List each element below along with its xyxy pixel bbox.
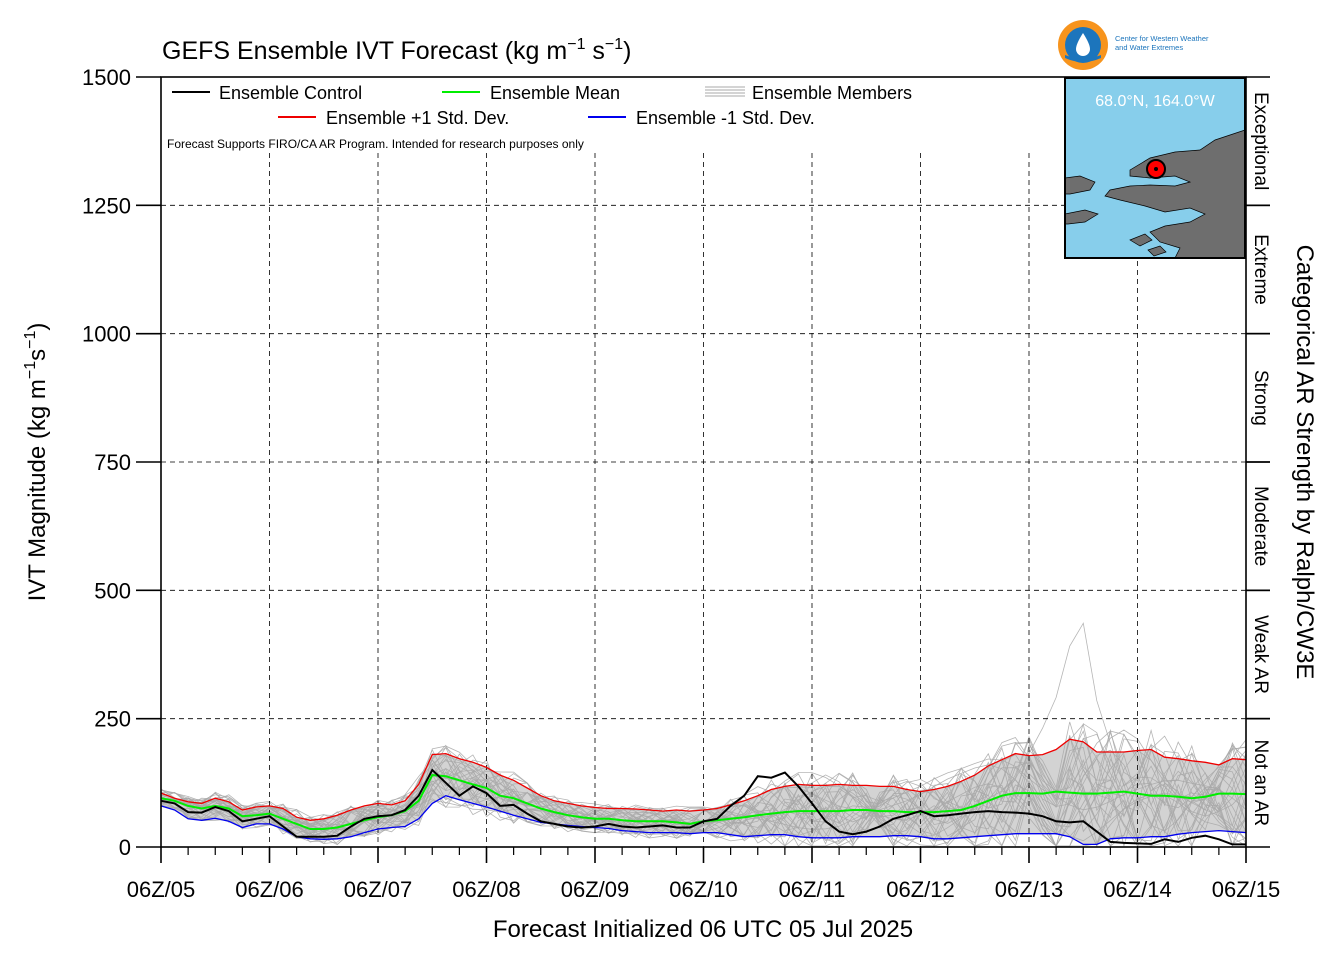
ensemble-member-line <box>160 754 1247 847</box>
chart-title: GEFS Ensemble IVT Forecast (kg m−1 s−1) <box>162 36 632 65</box>
std-dev-band <box>161 739 1246 845</box>
category-label: Exceptional <box>1250 92 1271 190</box>
ensemble-member-line <box>160 755 1247 848</box>
logo-drop-icon <box>1076 33 1090 56</box>
axis-ticks: 0 250 500 750 1000 1250 1500 06Z/05 06Z/06 06Z/07… <box>82 65 1280 902</box>
category-label: Moderate <box>1250 486 1271 566</box>
legend-members-swatch <box>705 86 745 97</box>
minus-std-line <box>160 794 1247 846</box>
cw3e-logo: Center for Western Weather and Water Ext… <box>1058 20 1209 70</box>
category-label: Weak AR <box>1250 615 1271 694</box>
x-tick-label: 06Z/07 <box>344 877 413 902</box>
x-tick-label: 06Z/12 <box>886 877 955 902</box>
legend-control-label: Ensemble Control <box>219 83 362 103</box>
map-land-islands <box>1129 233 1167 257</box>
x-tick-label: 06Z/05 <box>127 877 196 902</box>
legend: Ensemble Control Ensemble Mean Ensemble … <box>167 83 912 151</box>
map-land-alaska <box>1104 129 1246 259</box>
x-tick-label: 06Z/10 <box>669 877 738 902</box>
logo-wave-icon <box>1065 55 1101 62</box>
map-frame <box>1064 77 1246 259</box>
x-tick-label: 06Z/08 <box>452 877 521 902</box>
legend-minus-label: Ensemble -1 Std. Dev. <box>636 108 815 128</box>
std-dev-band-area <box>161 739 1246 845</box>
logo-text-line1: Center for Western Weather <box>1115 34 1209 43</box>
location-map-inset: 68.0°N, 164.0°W <box>1064 77 1246 259</box>
y-tick-label: 500 <box>94 578 131 603</box>
legend-members-label: Ensemble Members <box>752 83 912 103</box>
category-label: Not an AR <box>1250 740 1271 827</box>
location-label: 68.0°N, 164.0°W <box>1095 93 1215 110</box>
y-tick-label: 750 <box>94 450 131 475</box>
ensemble-member-line <box>160 622 1247 842</box>
plus-std-line <box>160 738 1247 821</box>
category-label: Strong <box>1250 370 1271 426</box>
control-line <box>160 768 1246 846</box>
series-lines <box>160 738 1247 846</box>
y-tick-label: 1000 <box>82 322 131 347</box>
y-tick-label: 1500 <box>82 65 131 90</box>
y-tick-label: 250 <box>94 707 131 732</box>
ar-category-axis: Not an AR Weak AR Moderate Strong Extreme Exc… <box>1246 76 1271 848</box>
x-tick-label: 06Z/06 <box>235 877 304 902</box>
y-axis-label: IVT Magnitude (kg m−1s−1) <box>22 323 51 602</box>
y-tick-label: 1250 <box>82 193 131 218</box>
right-axis-label: Categorical AR Strength by Ralph/CW3E <box>1291 245 1318 680</box>
x-axis-label: Forecast Initialized 06 UTC 05 Jul 2025 <box>493 916 913 943</box>
logo-text-line2: and Water Extremes <box>1115 43 1183 52</box>
research-note: Forecast Supports FIRO/CA AR Program. In… <box>167 137 584 151</box>
legend-mean-label: Ensemble Mean <box>490 83 620 103</box>
x-tick-label: 06Z/13 <box>995 877 1064 902</box>
x-tick-label: 06Z/14 <box>1103 877 1172 902</box>
ensemble-member-line <box>161 760 1247 847</box>
location-marker-dot <box>1154 167 1158 171</box>
legend-plus-label: Ensemble +1 Std. Dev. <box>326 108 509 128</box>
category-label: Extreme <box>1250 234 1271 305</box>
x-tick-label: 06Z/15 <box>1212 877 1281 902</box>
x-tick-label: 06Z/11 <box>779 877 846 902</box>
x-tick-label: 06Z/09 <box>561 877 630 902</box>
y-tick-label: 0 <box>119 835 131 860</box>
